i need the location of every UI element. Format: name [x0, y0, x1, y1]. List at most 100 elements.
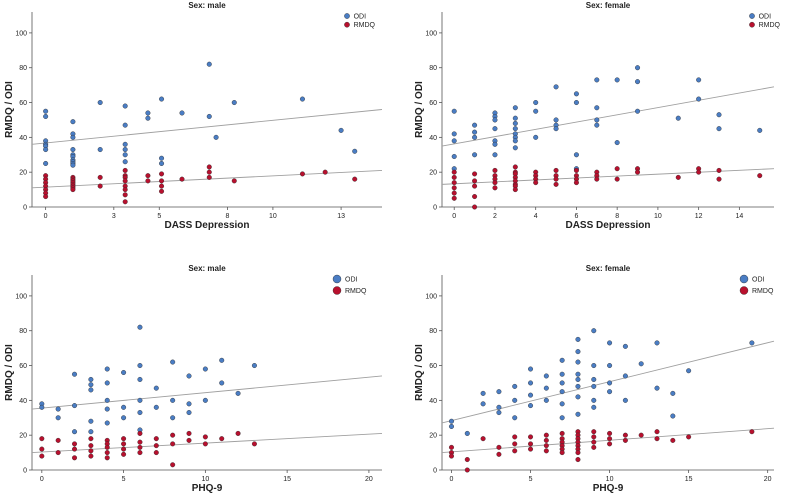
- odi-point: [464, 430, 470, 436]
- odi-point: [70, 119, 76, 125]
- odi-point: [575, 359, 581, 365]
- x-tick-label: 0: [452, 213, 456, 220]
- odi-fit-line: [31, 375, 383, 410]
- y-axis-label: RMDQ / ODI: [4, 81, 15, 138]
- rmdq-point: [543, 437, 549, 443]
- odi-point: [512, 145, 518, 151]
- odi-point: [528, 380, 534, 386]
- odi-point: [614, 140, 620, 146]
- odi-point: [55, 406, 61, 412]
- odi-point: [72, 429, 78, 435]
- x-axis-label: PHQ-9: [192, 483, 223, 494]
- odi-point: [179, 110, 185, 116]
- legend-rmdq-marker: [749, 21, 755, 28]
- rmdq-point: [573, 167, 579, 173]
- odi-point: [88, 429, 94, 435]
- rmdq-point: [533, 180, 539, 186]
- rmdq-point: [88, 443, 94, 449]
- odi-point: [512, 138, 518, 144]
- rmdq-point: [121, 436, 127, 442]
- rmdq-point: [153, 443, 159, 449]
- odi-point: [654, 385, 660, 391]
- odi-point: [153, 385, 159, 391]
- y-tick-label: 0: [23, 468, 27, 475]
- odi-point: [70, 147, 76, 153]
- rmdq-point: [122, 192, 128, 198]
- odi-point: [686, 368, 692, 374]
- rmdq-point: [72, 455, 78, 461]
- odi-point: [43, 113, 49, 119]
- rmdq-point: [528, 446, 534, 452]
- rmdq-point: [575, 457, 581, 463]
- rmdq-point: [614, 166, 620, 172]
- odi-point: [213, 134, 219, 140]
- rmdq-point: [122, 178, 128, 184]
- odi-point: [543, 397, 549, 403]
- odi-point: [472, 134, 478, 140]
- odi-point: [202, 397, 208, 403]
- odi-point: [480, 390, 486, 396]
- odi-point: [88, 387, 94, 393]
- rmdq-point: [202, 434, 208, 440]
- y-axis-label: RMDQ / ODI: [414, 81, 425, 138]
- rmdq-point: [591, 444, 597, 450]
- odi-point: [219, 357, 225, 363]
- odi-point: [251, 363, 257, 369]
- odi-point: [72, 403, 78, 409]
- odi-point: [104, 366, 110, 372]
- odi-point: [528, 366, 534, 372]
- rmdq-point: [716, 167, 722, 173]
- y-tick-label: 80: [429, 328, 437, 335]
- y-axis-label: RMDQ / ODI: [414, 344, 425, 401]
- rmdq-point: [121, 446, 127, 452]
- x-tick-label: 15: [685, 476, 693, 483]
- rmdq-point: [39, 453, 45, 459]
- rmdq-point: [472, 194, 478, 200]
- rmdq-point: [528, 441, 534, 447]
- odi-point: [553, 84, 559, 90]
- rmdq-point: [543, 448, 549, 454]
- odi-point: [492, 141, 498, 147]
- rmdq-point: [512, 434, 518, 440]
- rmdq-point: [591, 439, 597, 445]
- odi-point: [219, 380, 225, 386]
- y-tick-label: 20: [19, 433, 27, 440]
- x-tick-label: 20: [365, 476, 373, 483]
- rmdq-point: [472, 178, 478, 184]
- x-tick-label: 3: [112, 213, 116, 220]
- rmdq-point: [492, 185, 498, 191]
- x-tick-label: 6: [574, 213, 578, 220]
- odi-point: [543, 385, 549, 391]
- odi-point: [451, 131, 457, 137]
- legend-rmdq-label: RMDQ: [354, 22, 376, 29]
- odi-point: [749, 340, 755, 346]
- odi-fit-line: [441, 86, 775, 147]
- odi-point: [575, 376, 581, 382]
- y-tick-label: 100: [15, 30, 27, 37]
- odi-point: [43, 108, 49, 114]
- rmdq-point: [159, 178, 165, 184]
- odi-point: [137, 363, 143, 369]
- rmdq-point: [607, 436, 613, 442]
- odi-point: [121, 370, 127, 376]
- odi-point: [451, 154, 457, 160]
- legend-odi-marker: [344, 13, 350, 19]
- rmdq-point: [594, 176, 600, 182]
- rmdq-point: [104, 444, 110, 450]
- odi-point: [533, 108, 539, 114]
- rmdq-point: [543, 432, 549, 438]
- y-tick-label: 60: [429, 100, 437, 107]
- odi-point: [573, 100, 579, 106]
- rmdq-point: [686, 434, 692, 440]
- chart-panel-4: Sex: female 0 20 40 60 80 100 0 5 10 15 20 PHQ-9 RMDQ…: [414, 264, 775, 494]
- x-tick-label: 2: [493, 213, 497, 220]
- x-tick-label: 0: [44, 213, 48, 220]
- odi-point: [472, 129, 478, 135]
- odi-point: [122, 159, 128, 165]
- chart-panel-3: Sex: male 0 20 40 60 80 100 0 5 10 15 20 PHQ-9 RMDQ /…: [4, 264, 383, 494]
- y-axis-label: RMDQ / ODI: [4, 344, 15, 401]
- rmdq-point: [654, 429, 660, 435]
- rmdq-point: [88, 448, 94, 454]
- x-tick-label: 10: [201, 476, 209, 483]
- rmdq-point: [39, 436, 45, 442]
